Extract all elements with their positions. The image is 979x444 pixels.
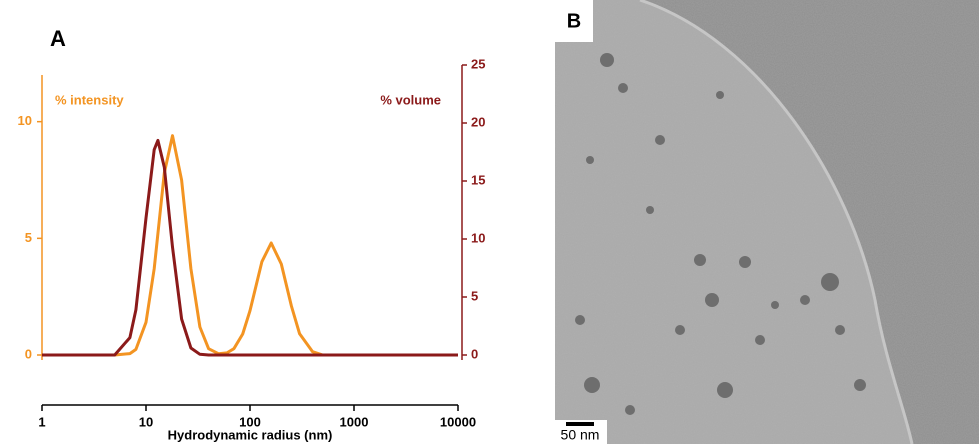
y2-tick-label: 0 (471, 346, 478, 361)
x-tick-label: 10 (139, 414, 153, 429)
y2-tick-label: 10 (471, 230, 485, 245)
texture (555, 0, 979, 444)
series-line (42, 138, 458, 357)
particles (575, 53, 866, 415)
label-box (555, 0, 593, 42)
legend-label: % volume (380, 92, 441, 107)
x-tick-label: 10000 (440, 414, 476, 429)
y2-tick-label: 20 (471, 114, 485, 129)
y2-tick-label: 25 (471, 56, 485, 71)
y2-tick-label: 15 (471, 172, 485, 187)
y-tick-label: 0 (25, 346, 32, 361)
x-tick-label: 1000 (340, 414, 369, 429)
y-tick-label: 5 (25, 230, 32, 245)
x-tick-label: 1 (38, 414, 45, 429)
series-line (42, 134, 458, 357)
y2-tick-label: 5 (471, 288, 478, 303)
legend-label: % intensity (55, 92, 124, 107)
scale-label: 50 nm (561, 427, 600, 443)
scale-bar (566, 422, 594, 426)
y-tick-label: 10 (18, 113, 32, 128)
panel-label: A (50, 26, 66, 51)
panel-label: B (567, 10, 581, 32)
x-tick-label: 100 (239, 414, 261, 429)
micrograph: B 50 nm (555, 0, 979, 444)
x-axis-title: Hydrodynamic radius (nm) (168, 427, 333, 442)
